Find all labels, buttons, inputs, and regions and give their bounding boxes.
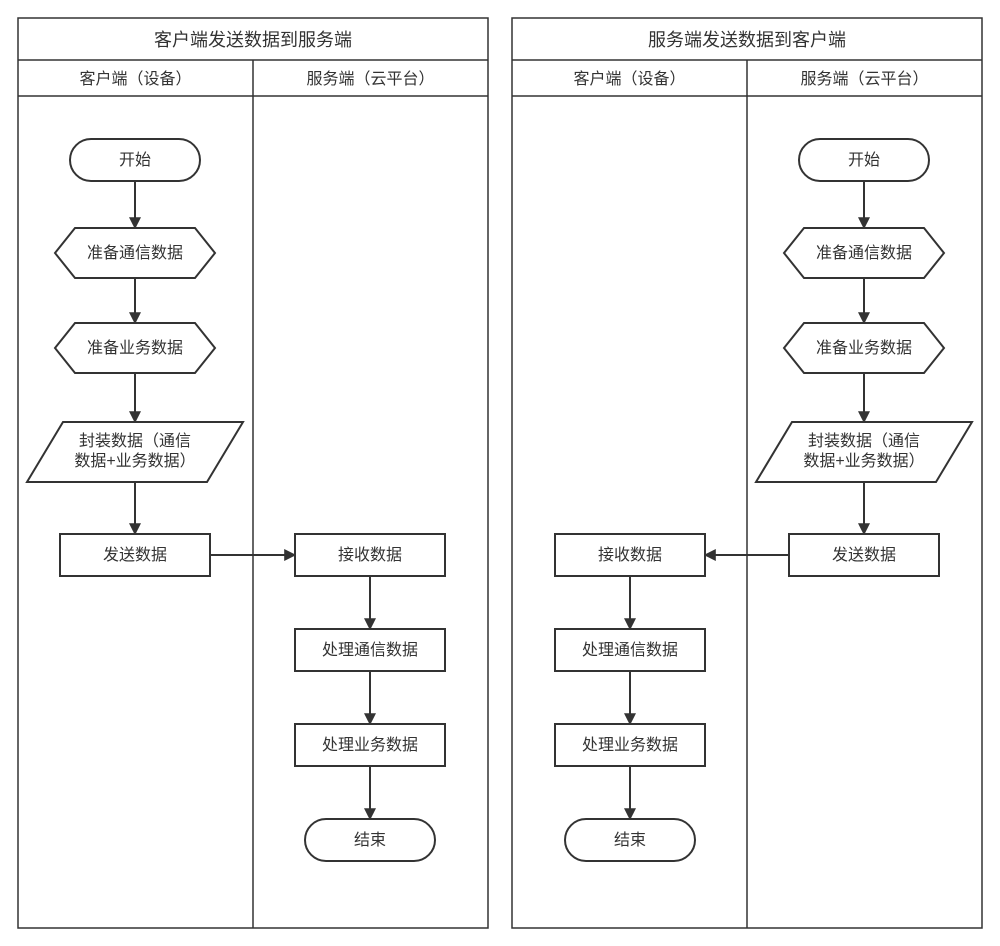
node-label: 发送数据 — [832, 546, 896, 564]
column-header: 客户端（设备） — [573, 70, 685, 88]
node-label: 结束 — [354, 831, 386, 849]
panel-title: 客户端发送数据到服务端 — [154, 30, 352, 50]
column-header: 服务端（云平台） — [306, 70, 434, 88]
node-label: 处理业务数据 — [582, 736, 678, 754]
node-label: 处理业务数据 — [322, 736, 418, 754]
node-label: 处理通信数据 — [582, 641, 678, 659]
node-label: 准备通信数据 — [816, 244, 912, 262]
data-node — [756, 422, 972, 482]
node-label: 接收数据 — [598, 546, 662, 564]
data-node — [27, 422, 243, 482]
column-header: 服务端（云平台） — [800, 70, 928, 88]
node-label: 发送数据 — [103, 546, 167, 564]
node-label: 处理通信数据 — [322, 641, 418, 659]
column-header: 客户端（设备） — [79, 70, 191, 88]
flowchart-stage: 客户端发送数据到服务端客户端（设备）服务端（云平台）开始准备通信数据准备业务数据… — [0, 0, 1000, 946]
node-label: 准备业务数据 — [87, 339, 183, 357]
panel-title: 服务端发送数据到客户端 — [648, 30, 846, 50]
node-label: 开始 — [119, 151, 151, 169]
node-label: 结束 — [614, 831, 646, 849]
node-label: 准备业务数据 — [816, 339, 912, 357]
node-label: 准备通信数据 — [87, 244, 183, 262]
node-label: 接收数据 — [338, 546, 402, 564]
node-label: 开始 — [848, 151, 880, 169]
